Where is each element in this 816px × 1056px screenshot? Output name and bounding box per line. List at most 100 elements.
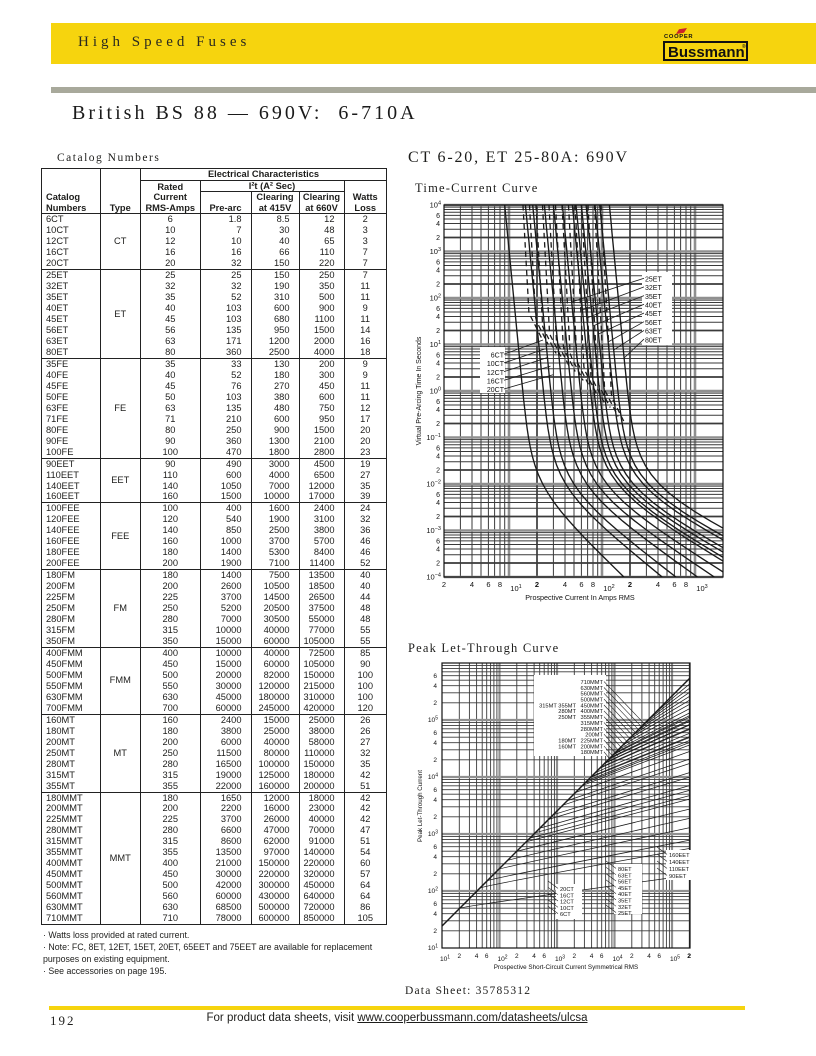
svg-text:2: 2 <box>535 580 539 589</box>
svg-text:103: 103 <box>430 247 441 256</box>
svg-text:160EET: 160EET <box>669 853 690 859</box>
svg-text:2: 2 <box>442 580 446 589</box>
svg-text:4: 4 <box>436 407 440 414</box>
svg-text:45ET: 45ET <box>618 886 632 892</box>
svg-text:2: 2 <box>436 235 440 242</box>
svg-text:45ET: 45ET <box>645 311 662 318</box>
svg-text:4: 4 <box>436 454 440 461</box>
svg-text:101: 101 <box>430 340 441 349</box>
svg-text:2: 2 <box>457 953 461 960</box>
svg-text:4: 4 <box>436 500 440 507</box>
svg-text:Prospective Current In Amps RM: Prospective Current In Amps RMS <box>525 593 635 602</box>
svg-text:2: 2 <box>436 468 440 475</box>
svg-text:102: 102 <box>603 584 614 593</box>
svg-text:35ET: 35ET <box>618 899 632 905</box>
svg-text:8: 8 <box>591 580 595 589</box>
svg-text:6: 6 <box>436 352 440 359</box>
svg-text:4: 4 <box>475 953 479 960</box>
svg-text:450MMT: 450MMT <box>581 703 604 709</box>
svg-text:102: 102 <box>497 954 507 963</box>
svg-text:40ET: 40ET <box>618 892 632 898</box>
svg-text:6: 6 <box>433 730 437 737</box>
svg-text:16CT: 16CT <box>560 893 574 899</box>
svg-text:160MT: 160MT <box>558 744 576 750</box>
svg-text:2: 2 <box>436 421 440 428</box>
svg-text:6: 6 <box>433 844 437 851</box>
svg-text:2: 2 <box>436 514 440 521</box>
svg-text:280MMT: 280MMT <box>581 727 604 733</box>
svg-text:2: 2 <box>433 757 437 764</box>
svg-text:710MMT: 710MMT <box>581 680 604 686</box>
svg-text:280MT: 280MT <box>558 709 576 715</box>
svg-text:10−1: 10−1 <box>426 433 441 442</box>
svg-text:4: 4 <box>436 547 440 554</box>
svg-text:104: 104 <box>612 954 622 963</box>
svg-text:2: 2 <box>687 953 691 960</box>
svg-text:2: 2 <box>572 953 576 960</box>
svg-text:6: 6 <box>436 259 440 266</box>
svg-text:250MT: 250MT <box>558 715 576 721</box>
svg-text:6: 6 <box>433 787 437 794</box>
svg-text:500MMT: 500MMT <box>581 698 604 704</box>
svg-text:4: 4 <box>590 953 594 960</box>
svg-text:630MMT: 630MMT <box>581 686 604 692</box>
svg-text:105: 105 <box>428 716 438 725</box>
svg-text:80ET: 80ET <box>645 337 662 344</box>
svg-text:6: 6 <box>436 213 440 220</box>
svg-text:4: 4 <box>647 953 651 960</box>
svg-text:4: 4 <box>436 268 440 275</box>
svg-text:2: 2 <box>687 953 691 960</box>
svg-text:6: 6 <box>436 399 440 406</box>
svg-text:560MMT: 560MMT <box>581 692 604 698</box>
svg-text:4: 4 <box>436 361 440 368</box>
svg-text:101: 101 <box>428 944 438 953</box>
svg-text:4: 4 <box>433 854 437 861</box>
svg-text:2: 2 <box>433 700 437 707</box>
svg-text:103: 103 <box>555 954 565 963</box>
svg-text:2: 2 <box>628 580 632 589</box>
svg-text:10CT: 10CT <box>487 361 505 368</box>
svg-text:12CT: 12CT <box>487 370 505 377</box>
svg-text:Peak Let-Through Current: Peak Let-Through Current <box>417 770 424 842</box>
svg-text:56ET: 56ET <box>645 320 662 327</box>
svg-text:2: 2 <box>515 953 519 960</box>
svg-text:20CT: 20CT <box>560 887 574 893</box>
svg-text:2: 2 <box>630 953 634 960</box>
svg-text:6: 6 <box>600 953 604 960</box>
svg-text:400MMT: 400MMT <box>581 709 604 715</box>
svg-text:2: 2 <box>433 814 437 821</box>
svg-text:10CT: 10CT <box>560 906 574 912</box>
svg-text:103: 103 <box>696 584 707 593</box>
svg-text:4: 4 <box>433 911 437 918</box>
svg-text:Virtual Pre-Arcing Time In Sec: Virtual Pre-Arcing Time In Seconds <box>416 336 423 445</box>
svg-text:355MMT: 355MMT <box>581 715 604 721</box>
svg-text:102: 102 <box>428 887 438 896</box>
svg-text:10−3: 10−3 <box>426 526 441 535</box>
svg-text:16CT: 16CT <box>487 379 505 386</box>
svg-text:6: 6 <box>436 492 440 499</box>
svg-text:35ET: 35ET <box>645 294 662 301</box>
svg-text:2: 2 <box>436 282 440 289</box>
svg-text:4: 4 <box>433 797 437 804</box>
svg-text:90EET: 90EET <box>669 874 687 880</box>
svg-text:104: 104 <box>428 773 438 782</box>
svg-text:4: 4 <box>470 580 474 589</box>
svg-text:6: 6 <box>433 901 437 908</box>
svg-text:6CT: 6CT <box>560 912 571 918</box>
svg-text:2: 2 <box>436 561 440 568</box>
svg-text:6: 6 <box>436 538 440 545</box>
svg-text:200MT: 200MT <box>585 733 603 739</box>
svg-text:140EET: 140EET <box>669 860 690 866</box>
svg-text:4: 4 <box>563 580 567 589</box>
svg-text:25ET: 25ET <box>618 911 632 917</box>
svg-text:105: 105 <box>670 954 680 963</box>
svg-text:225MMT: 225MMT <box>581 739 604 745</box>
svg-text:4: 4 <box>656 580 660 589</box>
svg-text:32ET: 32ET <box>645 285 662 292</box>
svg-text:6: 6 <box>672 580 676 589</box>
svg-text:101: 101 <box>440 954 450 963</box>
svg-text:2: 2 <box>433 928 437 935</box>
svg-text:20CT: 20CT <box>487 387 505 394</box>
svg-text:6CT: 6CT <box>491 352 505 359</box>
svg-text:80ET: 80ET <box>618 867 632 873</box>
